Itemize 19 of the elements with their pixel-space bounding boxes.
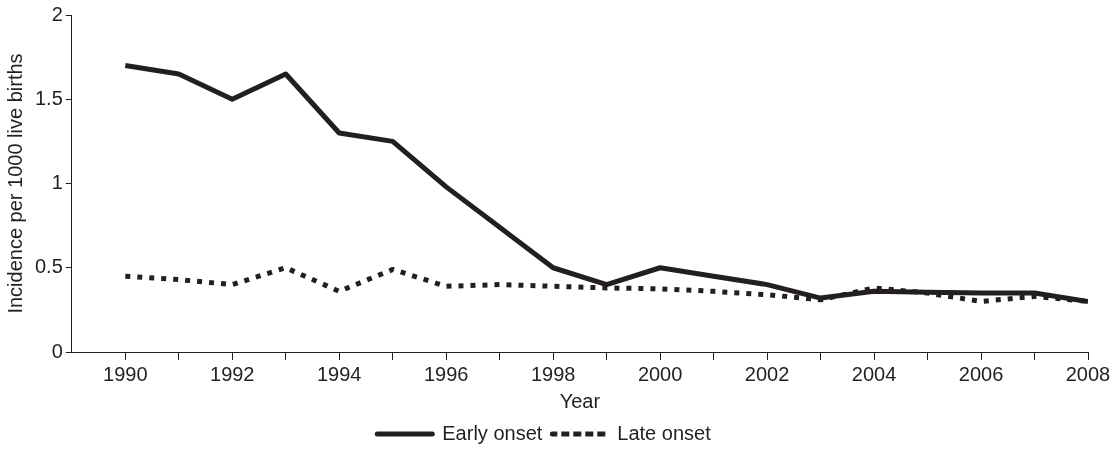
y-tick-label: 1 [51,171,63,194]
x-tick-label: 1998 [530,362,576,385]
y-tick-label: 2 [51,2,63,25]
x-tick-label: 2006 [958,362,1004,385]
y-tick-label: 1.5 [34,86,63,109]
x-tick-label: 2004 [851,362,897,385]
legend-label: Late onset [617,421,712,444]
y-tick-label: 0.5 [34,255,63,278]
y-tick-label: 0 [51,339,63,362]
y-axis-title: Incidence per 1000 live births [3,53,26,314]
x-tick-label: 2002 [744,362,790,385]
x-axis-title: Year [559,389,601,412]
x-tick-label: 1994 [316,362,362,385]
x-tick-label: 2000 [637,362,683,385]
legend-label: Early onset [442,421,543,444]
x-tick-label: 2008 [1065,362,1111,385]
x-tick-label: 1992 [210,362,255,385]
x-tick-label: 1996 [423,362,469,385]
x-tick-label: 1990 [103,362,148,385]
